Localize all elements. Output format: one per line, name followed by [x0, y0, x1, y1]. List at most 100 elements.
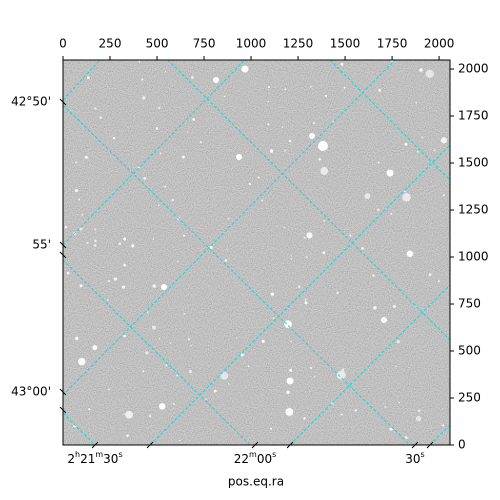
- star: [188, 370, 192, 374]
- star: [398, 401, 400, 404]
- star: [421, 136, 424, 139]
- star: [406, 250, 414, 258]
- ra-grid-line: [167, 60, 450, 341]
- dec-grid-line: [63, 60, 246, 246]
- star: [176, 260, 179, 263]
- star: [290, 255, 292, 257]
- star: [142, 370, 145, 373]
- star: [312, 122, 316, 125]
- star: [169, 342, 172, 344]
- y-tick-label: 1750: [458, 109, 489, 123]
- star: [297, 285, 301, 288]
- star: [99, 116, 102, 119]
- star: [74, 189, 79, 193]
- star: [325, 94, 328, 97]
- star: [227, 383, 230, 385]
- star: [108, 388, 111, 391]
- star: [322, 251, 326, 255]
- x-tick-label: 0: [59, 37, 67, 51]
- star: [303, 236, 306, 239]
- star: [152, 284, 156, 288]
- star: [213, 77, 219, 83]
- ra-label-part: h: [75, 450, 80, 459]
- x-axis-label: pos.eq.ra: [228, 475, 284, 489]
- star: [75, 336, 79, 341]
- dec-grid-line: [149, 144, 450, 445]
- star: [440, 137, 448, 144]
- star: [64, 225, 68, 229]
- star: [94, 228, 97, 231]
- star: [306, 232, 313, 239]
- star: [386, 169, 394, 177]
- star: [93, 244, 97, 247]
- minor-tick: [286, 441, 294, 449]
- y-tick-label: 250: [458, 391, 481, 405]
- star: [236, 154, 242, 160]
- dec-tick: [59, 98, 67, 106]
- star: [361, 247, 364, 250]
- y-tick-label: 0: [458, 438, 466, 452]
- star: [318, 141, 328, 151]
- star: [165, 364, 168, 367]
- star: [390, 60, 394, 63]
- star: [107, 279, 111, 283]
- star: [313, 376, 316, 378]
- star: [161, 284, 167, 290]
- star: [123, 413, 125, 415]
- star: [183, 234, 186, 237]
- dec-tick: [59, 241, 67, 249]
- dec-grid-line: [63, 60, 101, 101]
- star: [79, 227, 83, 231]
- ra-label-part: 21: [80, 452, 95, 466]
- star: [304, 301, 308, 305]
- star: [84, 155, 89, 159]
- star: [121, 285, 126, 289]
- star: [395, 366, 397, 368]
- star: [433, 149, 436, 152]
- image-noise: [63, 60, 450, 445]
- y-tick-label: 500: [458, 344, 481, 358]
- star: [179, 439, 181, 442]
- star: [86, 242, 89, 245]
- star: [416, 151, 419, 153]
- star: [267, 123, 270, 126]
- ra-label-part: 22: [234, 452, 249, 466]
- star: [152, 325, 154, 328]
- star: [78, 357, 86, 366]
- star: [79, 284, 83, 288]
- star: [187, 337, 191, 341]
- star: [164, 185, 167, 188]
- star: [286, 390, 290, 395]
- x-tick-label: 2000: [424, 37, 455, 51]
- star: [373, 306, 377, 310]
- ra-label-part: 2: [67, 452, 75, 466]
- star: [402, 192, 411, 202]
- star: [75, 161, 78, 164]
- star: [86, 76, 90, 80]
- star: [223, 95, 226, 98]
- star: [377, 161, 380, 164]
- y-tick-label: 1500: [458, 156, 489, 170]
- star: [320, 167, 329, 175]
- minor-tick: [146, 441, 154, 449]
- star: [309, 133, 315, 139]
- star: [381, 317, 387, 323]
- star: [190, 344, 192, 347]
- star: [269, 149, 274, 153]
- star: [172, 402, 176, 406]
- ra-grid-line: [329, 60, 450, 181]
- ra-label-part: 00: [257, 452, 272, 466]
- ra-label-part: s: [118, 450, 122, 459]
- star: [226, 249, 228, 251]
- star: [270, 292, 274, 296]
- star: [425, 69, 434, 78]
- star: [224, 259, 228, 262]
- ra-label-part: s: [272, 450, 276, 459]
- x-tick-label: 250: [99, 37, 122, 51]
- star: [171, 198, 174, 202]
- star: [81, 213, 84, 216]
- star: [141, 78, 144, 81]
- x-tick-label: 1000: [236, 37, 267, 51]
- star: [309, 85, 312, 88]
- star: [442, 424, 445, 427]
